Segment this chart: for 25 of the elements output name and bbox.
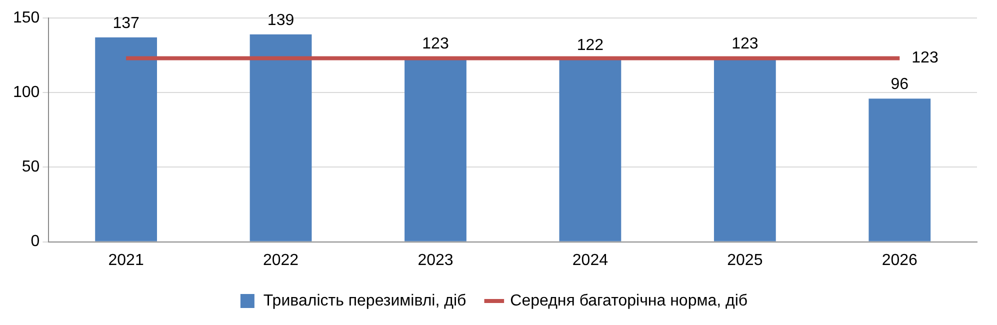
x-tick-label: 2024	[572, 252, 608, 269]
bar	[95, 37, 157, 242]
y-tick-label: 0	[30, 233, 40, 250]
x-tick-label: 2022	[262, 252, 299, 269]
bar	[404, 58, 466, 242]
x-tick-label: 2026	[882, 252, 918, 269]
x-tick-label: 2025	[727, 252, 763, 269]
bar	[559, 60, 622, 242]
y-tick-label: 50	[22, 158, 40, 176]
bar	[714, 58, 776, 242]
data-label: 123	[912, 50, 938, 67]
data-label: 123	[732, 36, 758, 53]
data-label: 122	[576, 37, 604, 54]
data-label: 123	[422, 36, 449, 53]
y-tick-label: 100	[12, 84, 40, 102]
data-label: 137	[112, 14, 140, 32]
y-tick-label: 150	[12, 9, 40, 26]
legend-label: Тривалість перезимівлі, діб	[263, 292, 466, 310]
data-label: 139	[267, 12, 294, 29]
bar	[868, 98, 931, 242]
x-tick-label: 2023	[418, 252, 454, 269]
bar	[250, 34, 312, 242]
legend-label: Середня багаторічна норма, діб	[510, 292, 748, 310]
x-tick-label: 2021	[108, 252, 144, 269]
data-label: 96	[890, 76, 909, 93]
